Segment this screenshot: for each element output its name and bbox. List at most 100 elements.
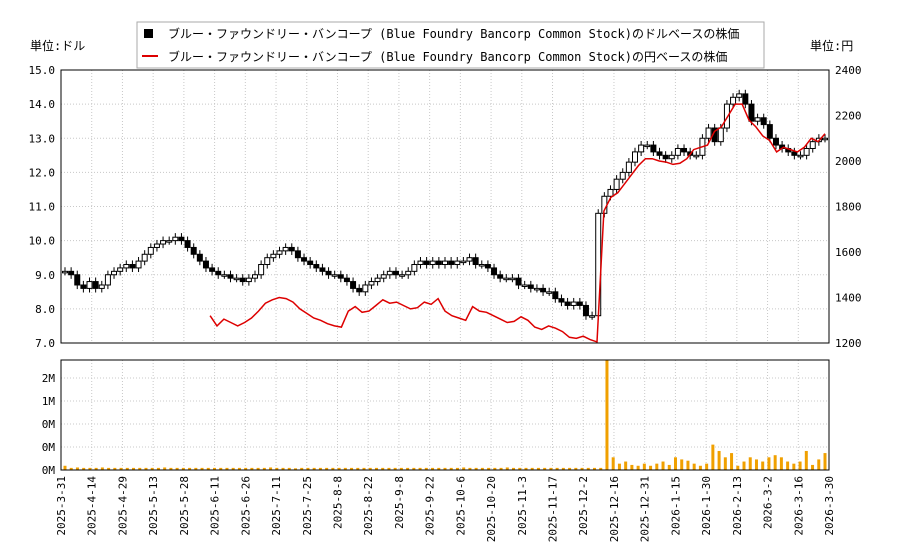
right-axis-unit-label: 単位:円: [810, 38, 853, 53]
volume-bar: [624, 461, 628, 470]
date-tick-label: 2025-12-16: [608, 476, 621, 542]
volume-bar: [493, 467, 497, 470]
candle-body: [209, 267, 216, 272]
candle-body: [386, 270, 393, 276]
date-tick-label: 2026-3-30: [823, 476, 836, 536]
volume-bar: [761, 461, 765, 470]
date-tick-label: 2025-7-11: [270, 476, 283, 536]
date-tick-label: 2025-4-29: [116, 476, 129, 536]
candle-body: [558, 298, 565, 303]
date-tick-label: 2025-11-3: [516, 476, 529, 536]
candle-body: [638, 144, 645, 153]
date-tick-label: 2025-3-31: [55, 476, 68, 536]
volume-bar: [636, 465, 640, 470]
candle-body: [343, 277, 350, 283]
candle-body: [748, 103, 755, 122]
date-tick-label: 2025-9-8: [393, 476, 406, 529]
candle-body: [681, 147, 688, 153]
candle-body: [595, 212, 602, 317]
volume-bar: [673, 457, 677, 470]
candle-body: [92, 281, 99, 289]
candle-body: [117, 267, 124, 272]
candle-body: [497, 274, 504, 279]
candle-body: [374, 277, 381, 283]
legend-usd-marker: [144, 29, 153, 38]
candle-body: [478, 264, 485, 267]
candle-body: [625, 161, 632, 173]
date-tick-label: 2026-3-2: [762, 476, 775, 529]
candle-body: [656, 151, 663, 156]
usd-tick-label: 14.0: [29, 98, 56, 111]
candle-body: [215, 270, 222, 276]
candle-body: [68, 270, 75, 276]
candle-body: [270, 253, 277, 259]
candle-body: [742, 93, 749, 105]
candle-body: [245, 277, 252, 283]
candle-body: [619, 171, 626, 180]
candle-body: [423, 260, 430, 266]
volume-bar: [206, 467, 210, 470]
candle-body: [399, 274, 406, 277]
volume-bar: [231, 467, 235, 470]
volume-bar: [536, 467, 540, 470]
candle-body: [62, 270, 68, 274]
usd-tick-label: 8.0: [35, 303, 55, 316]
candle-body: [435, 260, 442, 266]
candle-body: [632, 151, 638, 163]
date-tick-label: 2025-11-17: [547, 476, 560, 542]
candle-body: [466, 257, 473, 262]
volume-bar: [244, 467, 248, 470]
candle-body: [86, 281, 93, 289]
legend-jpy-label: ブルー・ファウンドリー・バンコープ (Blue Foundry Bancorp …: [168, 49, 727, 64]
date-tick-label: 2025-6-26: [239, 476, 252, 536]
candle-body: [153, 243, 160, 248]
volume-bar: [225, 467, 229, 470]
candle-body: [202, 260, 209, 269]
candle-body: [760, 117, 767, 126]
date-axis-ticks: 2025-3-31 2025-4-14 2025-4-29 2025-5-13 2025…: [55, 476, 836, 543]
volume-bar: [69, 467, 73, 470]
volume-bar: [181, 467, 185, 470]
volume-bar: [144, 467, 148, 470]
volume-bar: [443, 467, 447, 470]
volume-bar: [480, 467, 484, 470]
date-tick-label: 2025-10-6: [454, 476, 467, 536]
volume-bar: [88, 467, 92, 470]
candle-body: [803, 147, 810, 156]
volume-bar: [138, 467, 142, 470]
candle-body: [730, 96, 737, 105]
date-tick-label: 2025-4-14: [86, 476, 99, 536]
usd-axis-ticks: 7.0 8.0 9.0 10.0 11.0 12.0 13.0 14.0 15.0: [29, 64, 56, 350]
candle-body: [301, 257, 308, 262]
date-tick-label: 2025-8-8: [331, 476, 344, 529]
volume-bar: [680, 459, 684, 470]
candle-body: [276, 250, 283, 255]
candle-body: [576, 301, 583, 306]
usd-tick-label: 15.0: [29, 64, 56, 77]
date-tick-label: 2025-10-20: [485, 476, 498, 542]
volume-bar: [779, 457, 783, 470]
candle-body: [564, 301, 571, 306]
volume-bar: [125, 467, 129, 470]
volume-bar: [611, 457, 615, 470]
candle-body: [166, 240, 173, 243]
volume-bar: [455, 467, 459, 470]
candle-body: [791, 151, 798, 156]
volume-bar: [362, 467, 366, 470]
volume-bar: [312, 467, 316, 470]
candle-body: [589, 315, 596, 318]
volume-panel-frame: [60, 359, 830, 471]
candle-body: [442, 260, 448, 266]
volume-bar: [530, 467, 534, 470]
price-panel-frame: [60, 69, 830, 344]
candle-body: [644, 144, 651, 148]
volume-bar: [599, 467, 603, 470]
jpy-tick-label: 1200: [835, 337, 862, 350]
volume-bars: [63, 360, 827, 470]
volume-bar: [250, 467, 254, 470]
volume-bar: [132, 467, 136, 470]
candle-body: [454, 260, 461, 266]
usd-tick-label: 13.0: [29, 132, 56, 145]
volume-bar: [474, 467, 478, 470]
candle-body: [772, 137, 779, 146]
